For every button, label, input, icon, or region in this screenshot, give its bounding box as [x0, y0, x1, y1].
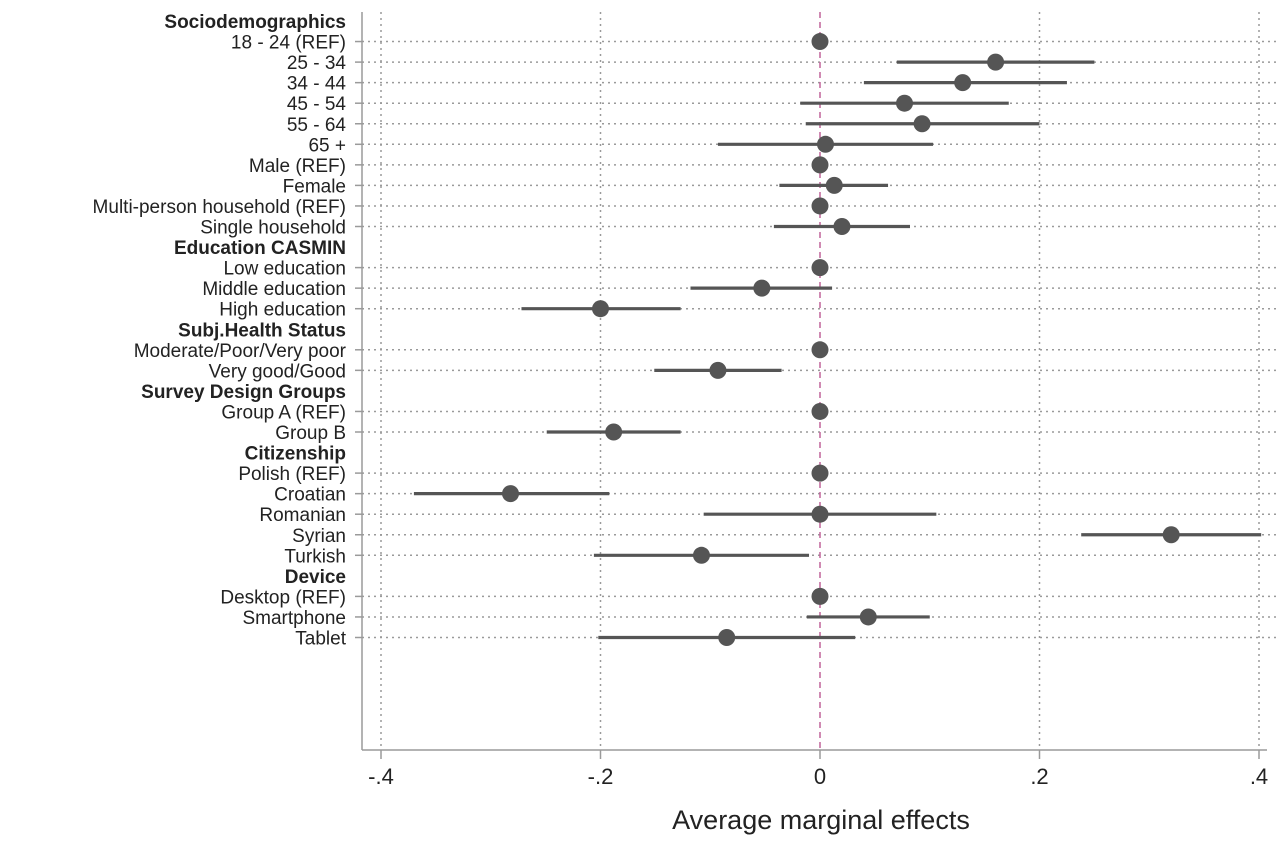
row-label: Group A (REF)	[221, 402, 346, 423]
point-estimate	[811, 402, 829, 420]
point-estimate	[811, 259, 829, 277]
point-estimate	[502, 485, 520, 503]
point-estimate	[811, 505, 829, 523]
point-estimate	[825, 176, 843, 194]
point-estimate	[811, 464, 829, 482]
x-axis-title: Average marginal effects	[672, 805, 970, 835]
group-header-label: Citizenship	[245, 444, 346, 465]
row-label: Moderate/Poor/Very poor	[134, 341, 347, 362]
point-estimate	[709, 361, 727, 379]
point-estimate	[811, 156, 829, 174]
x-tick-label: .2	[1030, 764, 1048, 789]
row-label: Tablet	[295, 629, 346, 650]
row-label: Male (REF)	[249, 156, 346, 177]
point-estimate	[811, 33, 829, 51]
x-tick-label: 0	[814, 764, 826, 789]
axis-layer: -.4 -.2 0 .2 .4	[355, 12, 1268, 789]
row-label: Multi-person household (REF)	[93, 197, 346, 218]
point-estimate	[811, 341, 829, 359]
x-tick-label: .4	[1250, 764, 1268, 789]
row-label: 25 - 34	[287, 53, 347, 74]
point-estimate	[718, 629, 736, 646]
row-label: High education	[219, 300, 346, 321]
point-estimate	[896, 94, 914, 112]
group-header-label: Device	[285, 567, 346, 588]
point-estimate	[833, 218, 851, 235]
row-label: Turkish	[284, 546, 346, 567]
row-label: Desktop (REF)	[220, 587, 346, 608]
row-label: 18 - 24 (REF)	[231, 33, 346, 54]
row-label: 65 +	[308, 135, 346, 156]
row-label: Croatian	[274, 485, 346, 506]
row-label: Smartphone	[242, 608, 346, 629]
row-label: 45 - 54	[287, 94, 347, 115]
group-header-label: Sociodemographics	[164, 12, 346, 33]
x-tick-label: -.2	[588, 764, 614, 789]
point-estimate	[692, 546, 710, 564]
point-estimate-layer	[502, 33, 1180, 646]
row-label: Very good/Good	[209, 361, 346, 382]
group-header-label: Survey Design Groups	[141, 382, 346, 403]
row-label: Single household	[200, 218, 346, 239]
row-label: Middle education	[202, 279, 346, 300]
point-estimate	[816, 135, 834, 153]
point-estimate	[1162, 526, 1180, 544]
point-estimate	[987, 53, 1005, 71]
point-estimate	[913, 115, 931, 133]
row-label: Female	[283, 176, 346, 197]
point-estimate	[605, 423, 623, 441]
point-estimate	[592, 300, 609, 318]
row-label: Low education	[223, 259, 346, 280]
point-estimate	[954, 74, 972, 92]
x-tick-label: -.4	[368, 764, 394, 789]
point-estimate	[811, 587, 829, 605]
row-label: 55 - 64	[287, 115, 347, 136]
row-label: 34 - 44	[287, 74, 347, 95]
point-estimate	[811, 197, 829, 215]
row-label: Romanian	[259, 505, 346, 526]
point-estimate	[753, 279, 771, 297]
group-header-label: Subj.Health Status	[178, 320, 346, 341]
row-label: Syrian	[292, 526, 346, 547]
group-header-label: Education CASMIN	[174, 238, 346, 259]
point-estimate	[859, 608, 877, 626]
row-label: Polish (REF)	[238, 464, 346, 485]
row-label: Group B	[275, 423, 346, 444]
